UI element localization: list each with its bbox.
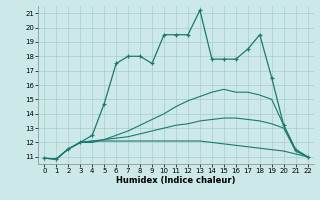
X-axis label: Humidex (Indice chaleur): Humidex (Indice chaleur) [116,176,236,185]
